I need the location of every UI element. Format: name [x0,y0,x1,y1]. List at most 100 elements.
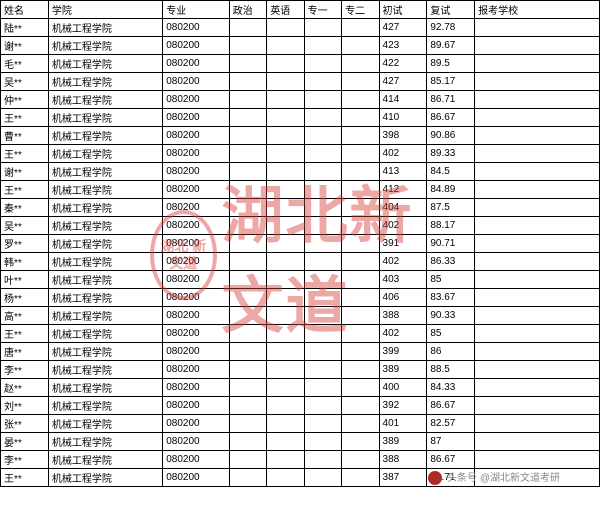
table-cell: 88.17 [427,217,475,235]
table-cell [229,397,266,415]
table-cell [342,253,379,271]
table-cell [304,325,341,343]
table-header-row: 姓名学院专业政治英语专一专二初试复试报考学校 [1,1,600,19]
table-cell [267,379,304,397]
table-cell [475,55,600,73]
table-cell: 机械工程学院 [48,235,162,253]
table-cell [304,163,341,181]
table-cell [342,343,379,361]
table-header-cell: 学院 [48,1,162,19]
table-cell [267,217,304,235]
table-cell [475,397,600,415]
table-cell [304,145,341,163]
table-cell: 401 [379,415,427,433]
table-cell: 机械工程学院 [48,181,162,199]
table-cell [342,109,379,127]
table-row: 吴**机械工程学院08020042785.17 [1,73,600,91]
table-cell: 谢** [1,163,49,181]
table-cell: 王** [1,109,49,127]
table-header-cell: 专业 [163,1,230,19]
table-cell: 机械工程学院 [48,55,162,73]
attribution-name: @湖北新文道考研 [480,473,560,484]
table-cell: 机械工程学院 [48,289,162,307]
table-cell: 080200 [163,199,230,217]
table-cell: 机械工程学院 [48,451,162,469]
table-cell: 王** [1,181,49,199]
table-cell [229,217,266,235]
table-cell [267,451,304,469]
table-row: 陆**机械工程学院08020042792.78 [1,19,600,37]
table-row: 杨**机械工程学院08020040683.67 [1,289,600,307]
table-cell: 427 [379,19,427,37]
table-cell [229,307,266,325]
table-cell [267,433,304,451]
table-cell [304,91,341,109]
table-cell [229,415,266,433]
table-cell: 刘** [1,397,49,415]
table-cell: 399 [379,343,427,361]
table-row: 晏**机械工程学院08020038987 [1,433,600,451]
table-cell: 晏** [1,433,49,451]
table-cell: 唐** [1,343,49,361]
attribution: 头条号 @湖北新文道考研 [428,469,560,485]
table-cell [304,181,341,199]
table-header-cell: 专一 [304,1,341,19]
table-cell: 84.5 [427,163,475,181]
table-cell [304,469,341,487]
table-cell: 86.67 [427,109,475,127]
table-cell [342,397,379,415]
table-cell [342,289,379,307]
table-cell: 080200 [163,145,230,163]
table-cell [267,235,304,253]
table-cell [267,325,304,343]
table-cell: 87.5 [427,199,475,217]
table-cell: 罗** [1,235,49,253]
table-row: 曹**机械工程学院08020039890.86 [1,127,600,145]
table-cell: 叶** [1,271,49,289]
table-cell: 080200 [163,289,230,307]
table-cell: 86.33 [427,253,475,271]
table-row: 叶**机械工程学院08020040385 [1,271,600,289]
table-cell: 机械工程学院 [48,343,162,361]
table-cell: 机械工程学院 [48,145,162,163]
table-cell: 仲** [1,91,49,109]
table-cell: 080200 [163,469,230,487]
table-cell: 080200 [163,163,230,181]
table-cell [229,271,266,289]
table-cell [229,109,266,127]
table-cell [342,163,379,181]
table-cell: 080200 [163,415,230,433]
table-cell: 秦** [1,199,49,217]
table-cell [304,379,341,397]
table-cell [475,433,600,451]
table-cell: 机械工程学院 [48,397,162,415]
table-cell: 机械工程学院 [48,271,162,289]
table-cell: 080200 [163,181,230,199]
table-cell [342,73,379,91]
table-cell: 080200 [163,73,230,91]
table-cell: 机械工程学院 [48,163,162,181]
table-cell: 王** [1,325,49,343]
table-cell [229,253,266,271]
table-cell [304,451,341,469]
table-cell: 85 [427,271,475,289]
table-cell [267,397,304,415]
table-cell [304,19,341,37]
table-cell: 高** [1,307,49,325]
table-cell [304,55,341,73]
table-cell [267,163,304,181]
table-cell [229,361,266,379]
table-cell: 机械工程学院 [48,469,162,487]
table-cell [342,361,379,379]
table-cell [267,109,304,127]
table-cell [267,127,304,145]
table-cell: 85 [427,325,475,343]
table-cell [304,253,341,271]
table-row: 高**机械工程学院08020038890.33 [1,307,600,325]
table-cell [304,37,341,55]
table-row: 张**机械工程学院08020040182.57 [1,415,600,433]
table-cell: 080200 [163,37,230,55]
table-cell: 88.5 [427,361,475,379]
table-cell: 83.67 [427,289,475,307]
table-cell [267,19,304,37]
